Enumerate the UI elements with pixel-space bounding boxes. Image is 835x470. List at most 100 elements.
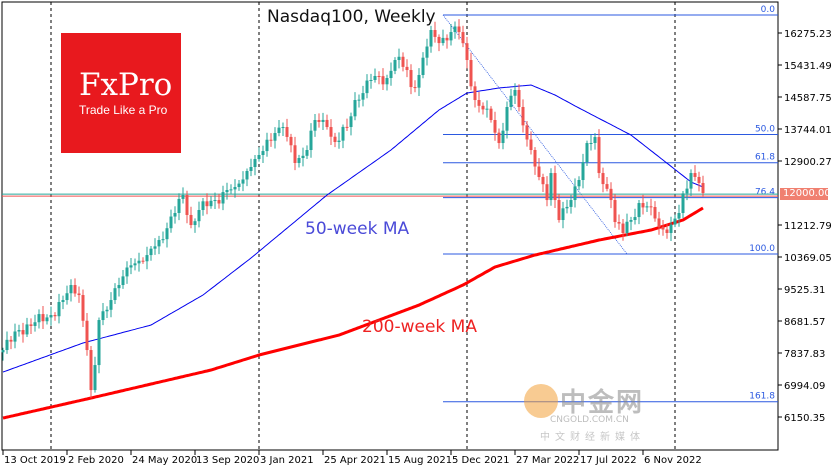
candle [649,198,653,216]
candle-body [497,132,501,144]
candle [549,168,553,206]
candle [69,279,73,302]
candle [517,84,521,112]
fib-level-label: 161.8 [749,392,775,402]
candle-body [105,309,109,312]
candle-body [261,151,265,156]
candle [589,134,593,151]
candle-body [209,200,213,207]
candle-body [473,86,477,101]
candle [697,171,701,192]
candle [605,176,609,192]
candle [61,295,65,310]
candle-body [601,173,605,185]
candle-body [517,90,521,108]
candle [469,52,473,91]
candle-body [153,246,157,249]
candle [229,184,233,194]
candle-body [5,339,9,351]
candle-body [273,133,277,141]
candle [37,309,41,329]
candle-body [593,137,597,143]
logo-tagline: Trade Like a Pro [79,103,168,117]
candle [525,120,529,147]
candle [141,257,145,264]
candle-body [349,116,353,128]
x-tick-label: 17 Jul 2022 [580,455,637,466]
candle [261,145,265,164]
candle-body [361,93,365,100]
candle-body [29,324,33,326]
candle-body [525,125,529,140]
candle [689,169,693,197]
candle [601,167,605,193]
candle-body [141,260,145,262]
candle [5,331,9,354]
candle [329,119,333,145]
candle [529,131,533,155]
candle [309,123,313,158]
candle [701,175,705,197]
candle-body [69,285,73,294]
candle [677,204,681,227]
y-tick-label: 13744.01 [784,125,832,136]
candle-body [573,186,577,201]
candle [637,200,641,225]
candle [641,194,645,215]
candle-body [201,201,205,211]
candle-body [301,155,305,159]
candle-body [481,105,485,110]
candle-body [97,320,101,366]
y-tick-label: 6994.09 [784,381,825,392]
candle [645,201,649,212]
candle [465,36,469,69]
candle [613,194,617,228]
candle-body [393,60,397,71]
candle-body [485,108,489,110]
candle-body [241,179,245,184]
candle [441,29,445,46]
y-tick-label: 14587.75 [784,93,832,104]
candle-body [149,248,153,256]
candle [609,182,613,209]
candle [353,92,357,121]
candle-body [1,350,5,353]
logo-brand: FxPro [79,67,173,103]
candle [217,193,221,209]
candle-body [465,43,469,61]
candle-body [625,221,629,233]
candle-body [445,37,449,41]
y-tick-label: 16275.23 [784,29,832,40]
candle [493,111,497,141]
candle [633,208,637,225]
candle [73,278,77,297]
candle-body [405,66,409,71]
candle-body [469,60,473,87]
candle [305,145,309,160]
candle [317,113,321,128]
candle [85,312,89,356]
candle-body [345,126,349,128]
candle [117,277,121,297]
watermark-sub: 中文财经新媒体 [540,432,645,443]
candle-body [265,139,269,152]
candle-body [681,193,685,214]
y-tick-label: 10369.05 [784,253,832,264]
candle-body [457,26,461,33]
candle-body [257,155,261,160]
candle-body [289,136,293,146]
candle-body [585,143,589,163]
candle-body [677,213,681,219]
candle [381,68,385,90]
x-tick-label: 13 Oct 2019 [4,455,66,466]
candle-body [109,300,113,310]
candle-body [557,200,561,221]
fib-level-label: 76.4 [755,188,775,198]
candle-body [217,200,221,204]
candle-body [569,200,573,207]
candle-body [365,80,369,94]
candle [369,73,373,89]
candle [477,92,481,113]
candle [397,48,401,69]
